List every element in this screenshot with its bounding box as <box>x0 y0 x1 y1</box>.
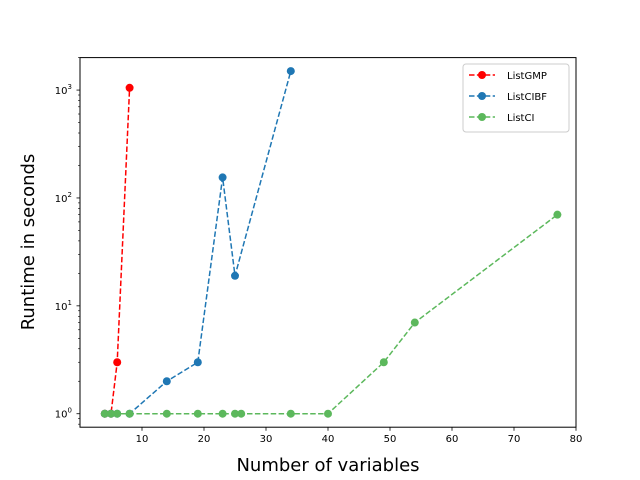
data-point-listci-7 <box>231 409 239 418</box>
data-point-listci-6 <box>218 409 227 418</box>
series-listcibf <box>100 67 295 418</box>
data-point-listci-3 <box>125 409 134 418</box>
data-point-listgmp-2 <box>113 358 122 367</box>
legend-marker <box>478 92 486 100</box>
data-point-listci-0 <box>100 409 109 418</box>
x-tick-label: 30 <box>260 434 273 445</box>
data-point-listci-4 <box>162 409 171 418</box>
x-tick-label: 40 <box>322 434 335 445</box>
data-point-listci-11 <box>379 358 388 367</box>
data-point-listci-9 <box>286 409 295 418</box>
data-point-listcibf-4 <box>162 377 171 386</box>
data-point-listcibf-5 <box>193 358 202 367</box>
x-tick-label: 20 <box>198 434 211 445</box>
data-point-listci-12 <box>410 318 419 327</box>
series-listgmp <box>100 83 134 418</box>
x-tick-label: 70 <box>508 434 521 445</box>
series-listci <box>100 210 562 418</box>
legend-marker <box>478 113 486 121</box>
legend-label-listci: ListCI <box>507 113 534 124</box>
axes-layer: 10 20 30 40 50 60 70 80 100 101 102 103 <box>55 57 583 445</box>
legend-label-listgmp: ListGMP <box>507 71 547 82</box>
data-point-listci-5 <box>193 409 202 418</box>
data-point-listci-10 <box>324 409 332 418</box>
y-axis-label: Runtime in seconds <box>18 154 39 331</box>
x-tick-label: 50 <box>384 434 397 445</box>
data-point-listci-8 <box>237 409 246 418</box>
legend-item-listcibf: ListCIBF <box>469 92 547 103</box>
legend-frame <box>462 63 570 133</box>
data-point-listci-13 <box>553 210 562 219</box>
x-tick-label: 60 <box>446 434 459 445</box>
legend-item-listci: ListCI <box>469 113 534 124</box>
series-line-listci <box>104 214 558 415</box>
y-tick-label: 102 <box>55 191 72 205</box>
x-tick-label: 10 <box>136 434 149 445</box>
series-layer <box>100 67 562 418</box>
legend-label-listcibf: ListCIBF <box>507 92 547 103</box>
x-tick-label: 80 <box>570 434 583 445</box>
data-point-listcibf-7 <box>231 271 239 280</box>
data-point-listgmp-3 <box>125 83 134 92</box>
x-axis-label: Number of variables <box>236 455 419 476</box>
data-point-listci-1 <box>107 409 115 418</box>
data-point-listcibf-6 <box>218 173 227 182</box>
data-point-listci-2 <box>113 409 122 418</box>
legend-marker <box>478 71 486 79</box>
legend-item-listgmp: ListGMP <box>469 71 547 82</box>
y-tick-label: 101 <box>55 299 72 313</box>
legend: ListGMP ListCIBF ListCI <box>462 63 570 133</box>
y-tick-label: 103 <box>55 83 72 97</box>
data-point-listcibf-8 <box>286 67 295 76</box>
y-tick-label: 100 <box>55 407 72 421</box>
